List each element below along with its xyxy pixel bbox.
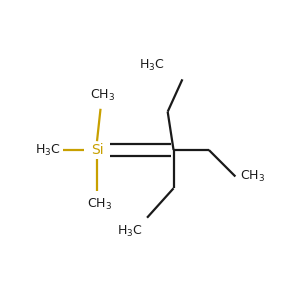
Text: H$_3$C: H$_3$C (117, 224, 142, 239)
Text: H$_3$C: H$_3$C (34, 142, 60, 158)
Text: H$_3$C: H$_3$C (139, 58, 165, 74)
Text: CH$_3$: CH$_3$ (87, 197, 112, 212)
Text: CH$_3$: CH$_3$ (240, 169, 265, 184)
Text: CH$_3$: CH$_3$ (90, 88, 116, 103)
Text: Si: Si (91, 143, 103, 157)
